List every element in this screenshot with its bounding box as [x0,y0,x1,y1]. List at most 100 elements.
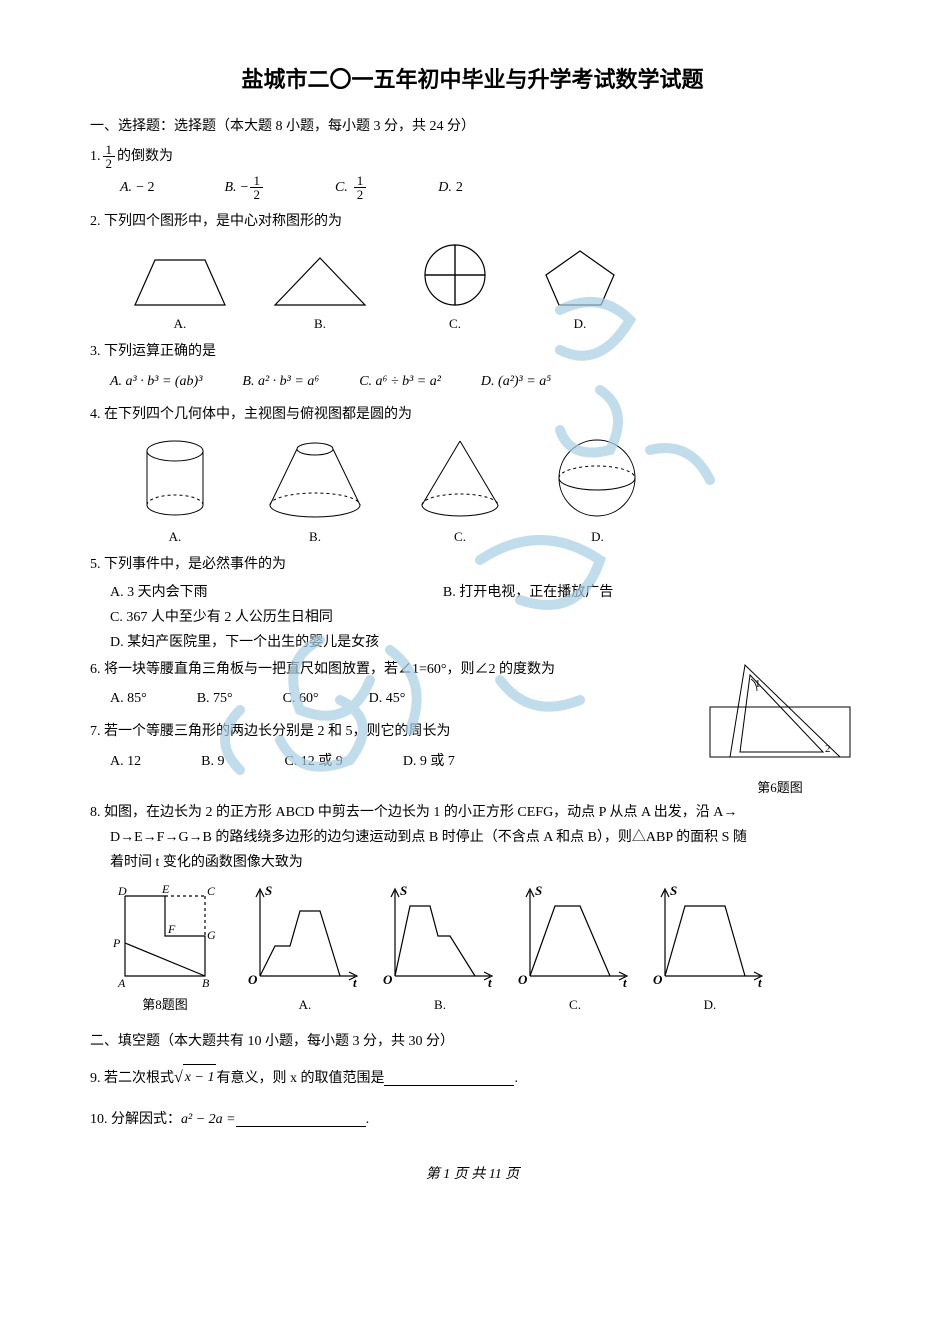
q1-prefix: 1. [90,144,101,169]
section-2-header: 二、填空题（本大题共有 10 小题，每小题 3 分，共 30 分） [90,1029,855,1054]
graph-a-icon: S O t [245,881,365,991]
q1-b-neg: − [241,175,249,200]
q5-stem: 5. 下列事件中，是必然事件的为 [90,552,855,577]
q1-b-num: 1 [250,174,263,188]
q3-stem: 3. 下列运算正确的是 [90,339,855,364]
label-D: D [117,884,127,898]
q7-opt-c: C. 12 或 9 [284,749,342,774]
cut-square-icon: D E C F G P A B [110,881,220,991]
q8-cap-c: C. [515,993,635,1016]
triangle-icon [270,250,370,310]
q10-stem: 10. 分解因式： a² − 2a = . [90,1107,855,1132]
q2-fig-b: B. [270,250,370,335]
q8-stem-line2: D→E→F→G→B 的路线绕多边形的边匀速运动到点 B 时停止（不含点 A 和点… [90,825,855,850]
label-O-d: O [653,972,663,987]
label-B: B [202,976,210,990]
pentagon-icon [540,245,620,310]
label-A: A [117,976,126,990]
sqrt-icon: √x − 1 [174,1064,216,1093]
sphere-icon [550,433,645,523]
q2-fig-c: C. [410,240,500,335]
q1-b-den: 2 [250,188,263,201]
q1-c-frac: 1 2 [354,174,367,201]
label-S-a: S [265,883,272,898]
q1-options: A.− 2 B. − 1 2 C. 1 2 D.2 [120,174,855,201]
q9-prefix: 9. 若二次根式 [90,1066,174,1091]
frustum-icon [260,433,370,523]
foot-suffix: 页 [505,1167,519,1182]
q8-cap-d: D. [650,993,770,1016]
q3-options: A. a³ · b³ = (ab)³ B. a² · b³ = a⁶ C. a⁶… [110,369,855,394]
q8-stem-line1: 8. 如图，在边长为 2 的正方形 ABCD 中剪去一个边长为 1 的小正方形 … [90,800,855,825]
q1-opt-a: A.− 2 [120,174,154,201]
q2-stem: 2. 下列四个图形中，是中心对称图形的为 [90,209,855,234]
q8-opt-c: S O t C. [515,881,635,1016]
cone-icon [410,433,510,523]
q2-cap-d: D. [540,312,620,335]
q4-stem: 4. 在下列四个几何体中，主视图与俯视图都是圆的为 [90,402,855,427]
q10-blank [236,1112,366,1127]
label-O-c: O [518,972,528,987]
q1-frac-num: 1 [103,143,116,157]
q5-options: A. 3 天内会下雨 B. 打开电视，正在播放广告 C. 367 人中至少有 2… [110,580,855,656]
label-O-b: O [383,972,393,987]
q4-cap-d: D. [550,525,645,548]
q1-fraction: 1 2 [103,143,116,170]
q9-blank [384,1071,514,1086]
label-t-c: t [623,975,627,990]
svg-text:2: 2 [825,743,831,755]
q6-fig-caption: 第6题图 [705,776,855,799]
q2-cap-b: B. [270,312,370,335]
graph-c-icon: S O t [515,881,635,991]
label-C: C [207,884,216,898]
triangle-ruler-icon: 1 2 [705,657,855,767]
q1-opt-c: C. 1 2 [335,174,368,201]
foot-page: 1 [443,1167,450,1182]
cylinder-icon [130,433,220,523]
q2-cap-c: C. [410,312,500,335]
foot-mid: 页 共 [454,1167,486,1182]
label-F: F [167,922,176,936]
q1-opt-b: B. − 1 2 [224,174,264,201]
label-S-d: S [670,883,677,898]
q4-cap-b: B. [260,525,370,548]
q8-figures: D E C F G P A B 第8题图 S O t A. [110,881,855,1016]
q1-a-text: − 2 [136,175,154,200]
q3-opt-a: A. a³ · b³ = (ab)³ [110,369,202,394]
q5-opt-b: B. 打开电视，正在播放广告 [443,580,756,605]
q5-opt-a: A. 3 天内会下雨 [110,580,423,605]
q10-expr: a² − 2a = [181,1107,236,1132]
q9-suffix: 有意义，则 x 的取值范围是 [216,1066,384,1091]
q5-opt-d: D. 某妇产医院里，下一个出生的婴儿是女孩 [110,630,483,655]
q2-fig-d: D. [540,245,620,335]
foot-total: 11 [489,1167,502,1182]
q7-options: A. 12 B. 9 C. 12 或 9 D. 9 或 7 [110,749,697,774]
q1-b-frac: 1 2 [250,174,263,201]
q4-fig-b: B. [260,433,370,548]
label-t-b: t [488,975,492,990]
q8-stem-caption: 第8题图 [110,993,220,1016]
graph-b-icon: S O t [380,881,500,991]
label-E: E [161,882,170,896]
q1-c-num: 1 [354,174,367,188]
q4-fig-d: D. [550,433,645,548]
q1-opt-d: D.2 [438,174,463,201]
q6-options: A. 85° B. 75° C. 60° D. 45° [110,686,697,711]
q6-opt-d: D. 45° [369,686,406,711]
graph-d-icon: S O t [650,881,770,991]
label-t-a: t [353,975,357,990]
q7-opt-d: D. 9 或 7 [403,749,455,774]
q1-frac-den: 2 [103,157,116,170]
q9-end: . [514,1066,518,1091]
q6-opt-a: A. 85° [110,686,147,711]
q4-figures: A. B. C. D. [130,433,855,548]
q5-opt-c: C. 367 人中至少有 2 人公历生日相同 [110,605,453,630]
q10-prefix: 10. 分解因式： [90,1107,181,1132]
q8-stem-figure: D E C F G P A B 第8题图 [110,881,220,1016]
label-G: G [207,928,216,942]
q1-d-text: 2 [456,175,463,200]
label-S-b: S [400,883,407,898]
q10-end: . [366,1107,370,1132]
q2-fig-a: A. [130,250,230,335]
q7-opt-b: B. 9 [201,749,224,774]
